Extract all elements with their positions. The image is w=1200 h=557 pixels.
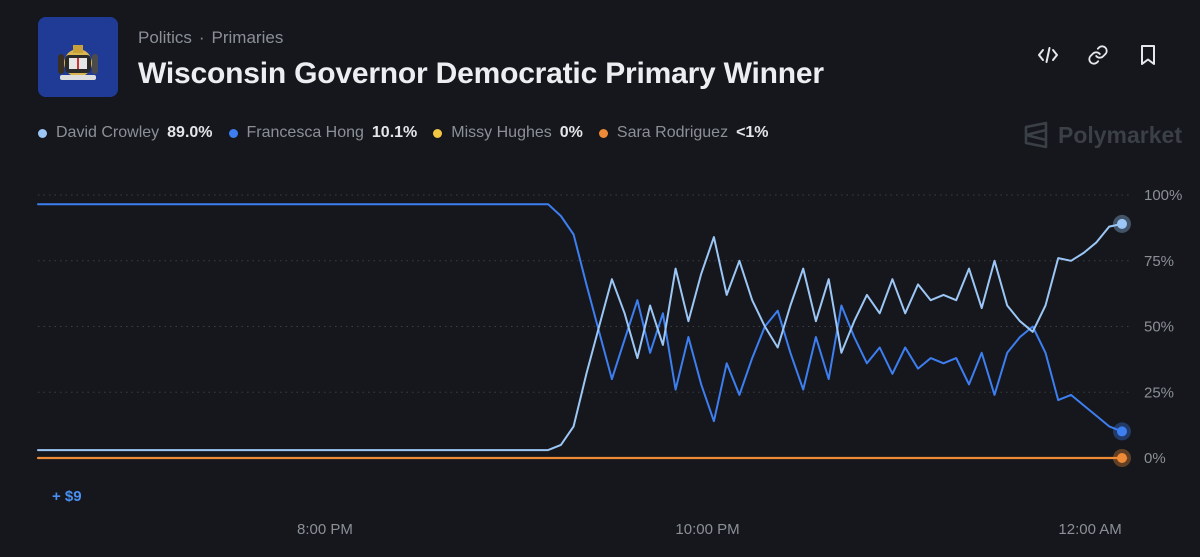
legend-item-rodriguez[interactable]: Sara Rodriguez <1% bbox=[598, 124, 769, 142]
legend-dot bbox=[228, 128, 238, 138]
polymarket-logo-icon bbox=[1024, 121, 1048, 149]
legend-name: Missy Hughes bbox=[451, 124, 552, 141]
legend-name: Francesca Hong bbox=[246, 124, 364, 141]
legend-value: 0% bbox=[559, 124, 583, 141]
legend-item-hong[interactable]: Francesca Hong 10.1% bbox=[228, 124, 418, 142]
legend-value: 10.1% bbox=[371, 124, 418, 141]
link-icon bbox=[1088, 45, 1108, 65]
x-tick-label: 8:00 PM bbox=[297, 521, 353, 538]
grid-layer bbox=[38, 194, 1132, 459]
copy-link-button[interactable] bbox=[1086, 43, 1110, 67]
y-tick-label: 50% bbox=[1144, 319, 1174, 336]
y-tick-label: 100% bbox=[1144, 187, 1182, 204]
breadcrumb: Politics · Primaries bbox=[138, 28, 283, 48]
header-actions bbox=[1036, 43, 1160, 67]
breadcrumb-subcategory[interactable]: Primaries bbox=[211, 28, 284, 47]
legend-value: <1% bbox=[736, 124, 769, 141]
legend-name: David Crowley bbox=[56, 124, 160, 141]
series-line-david-crowley bbox=[37, 222, 1123, 452]
y-tick-label: 75% bbox=[1144, 253, 1174, 270]
endpoint-dot-sara-rodriguez bbox=[1117, 453, 1127, 463]
probability-chart[interactable]: 100% 75% 50% 25% 0% 8:00 PM 10:00 PM 12:00 AM bbox=[0, 170, 1200, 557]
series-layer bbox=[36, 203, 1124, 460]
x-tick-labels: 8:00 PM 10:00 PM 12:00 AM bbox=[297, 521, 1122, 538]
x-tick-label: 12:00 AM bbox=[1058, 521, 1121, 538]
y-tick-labels: 100% 75% 50% 25% 0% bbox=[1144, 187, 1182, 467]
series-line-francesca-hong bbox=[37, 203, 1123, 433]
bookmark-button[interactable] bbox=[1136, 43, 1160, 67]
bookmark-icon bbox=[1141, 45, 1155, 65]
legend-item-crowley[interactable]: David Crowley 89.0% bbox=[38, 124, 213, 142]
y-tick-label: 25% bbox=[1144, 384, 1174, 401]
legend-value: 89.0% bbox=[167, 124, 213, 141]
y-tick-label: 0% bbox=[1144, 450, 1166, 467]
endpoint-layer bbox=[1113, 214, 1131, 467]
endpoint-dot-francesca-hong bbox=[1117, 426, 1127, 437]
endpoint-dot-david-crowley bbox=[1117, 218, 1127, 229]
legend-name: Sara Rodriguez bbox=[616, 124, 729, 141]
breadcrumb-separator: · bbox=[198, 28, 205, 47]
breadcrumb-category[interactable]: Politics bbox=[138, 28, 192, 47]
polymarket-brand: Polymarket bbox=[1023, 121, 1182, 149]
wisconsin-flag-icon bbox=[38, 17, 118, 97]
legend-item-hughes[interactable]: Missy Hughes 0% bbox=[433, 124, 583, 142]
price-delta-label: + $9 bbox=[52, 488, 82, 505]
code-icon bbox=[1038, 47, 1058, 63]
embed-button[interactable] bbox=[1036, 43, 1060, 67]
market-header: Politics · Primaries Wisconsin Governor De… bbox=[38, 17, 1180, 97]
legend-dot bbox=[38, 128, 47, 138]
legend-dot bbox=[598, 128, 608, 138]
chart-legend: David Crowley 89.0% Francesca Hong 10.1%… bbox=[38, 124, 769, 142]
brand-name: Polymarket bbox=[1057, 121, 1182, 148]
x-tick-label: 10:00 PM bbox=[675, 521, 739, 538]
legend-dot bbox=[433, 128, 443, 138]
page-title: Wisconsin Governor Democratic Primary Wi… bbox=[138, 57, 824, 90]
